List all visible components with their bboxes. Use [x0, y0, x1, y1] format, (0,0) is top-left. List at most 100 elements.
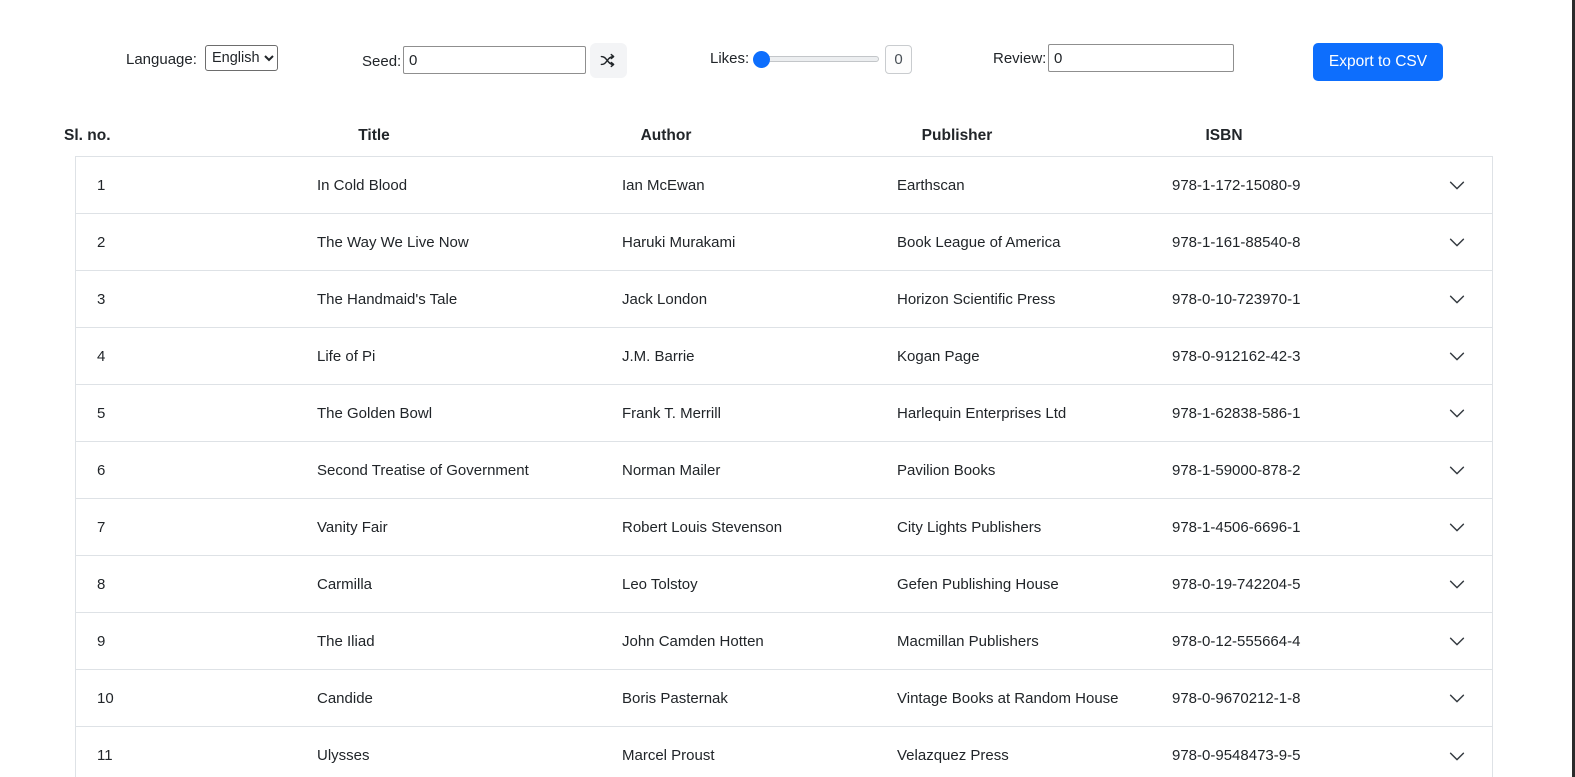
expand-row-button[interactable]	[1421, 385, 1492, 441]
chevron-down-icon	[1446, 174, 1468, 196]
expand-row-button[interactable]	[1421, 328, 1492, 384]
cell-author: Leo Tolstoy	[622, 575, 698, 593]
cell-publisher: Pavilion Books	[897, 461, 996, 479]
table-row[interactable]: 7 Vanity Fair Robert Louis Stevenson Cit…	[76, 499, 1492, 556]
slider-thumb[interactable]	[753, 51, 770, 68]
cell-publisher: City Lights Publishers	[897, 518, 1042, 536]
cell-title: Candide	[317, 689, 373, 707]
cell-author: Norman Mailer	[622, 461, 721, 479]
chevron-down-icon	[1446, 573, 1468, 595]
column-header-title: Title	[358, 127, 390, 144]
cell-publisher: Earthscan	[897, 176, 965, 194]
cell-author: Frank T. Merrill	[622, 404, 721, 422]
table-row[interactable]: 10 Candide Boris Pasternak Vintage Books…	[76, 670, 1492, 727]
table-row[interactable]: 5 The Golden Bowl Frank T. Merrill Harle…	[76, 385, 1492, 442]
cell-sl-no: 5	[97, 404, 106, 422]
cell-publisher: Velazquez Press	[897, 747, 1009, 764]
chevron-down-icon	[1446, 402, 1468, 424]
export-csv-button[interactable]: Export to CSV	[1313, 43, 1443, 81]
cell-title: Ulysses	[317, 747, 370, 764]
chevron-down-icon	[1446, 630, 1468, 652]
cell-sl-no: 3	[97, 290, 106, 308]
cell-author: Boris Pasternak	[622, 689, 728, 707]
cell-sl-no: 10	[97, 689, 114, 707]
cell-sl-no: 1	[97, 176, 106, 194]
cell-publisher: Macmillan Publishers	[897, 632, 1039, 650]
cell-isbn: 978-1-62838-586-1	[1172, 404, 1301, 422]
cell-sl-no: 2	[97, 233, 106, 251]
table-row[interactable]: 9 The Iliad John Camden Hotten Macmillan…	[76, 613, 1492, 670]
table-row[interactable]: 4 Life of Pi J.M. Barrie Kogan Page 978-…	[76, 328, 1492, 385]
expand-row-button[interactable]	[1421, 157, 1492, 213]
expand-row-button[interactable]	[1421, 556, 1492, 612]
likes-slider[interactable]	[753, 51, 879, 68]
cell-isbn: 978-1-161-88540-8	[1172, 233, 1301, 251]
cell-author: Jack London	[622, 290, 708, 308]
chevron-down-icon	[1446, 687, 1468, 709]
review-input[interactable]	[1048, 44, 1234, 72]
expand-row-button[interactable]	[1421, 271, 1492, 327]
cell-sl-no: 8	[97, 575, 106, 593]
expand-row-button[interactable]	[1421, 670, 1492, 726]
cell-sl-no: 4	[97, 347, 106, 365]
cell-isbn: 978-0-9670212-1-8	[1172, 689, 1301, 707]
expand-row-button[interactable]	[1421, 727, 1492, 777]
cell-isbn: 978-0-19-742204-5	[1172, 575, 1301, 593]
cell-title: In Cold Blood	[317, 176, 408, 194]
cell-author: John Camden Hotten	[622, 632, 764, 650]
cell-publisher: Gefen Publishing House	[897, 575, 1059, 593]
cell-title: Vanity Fair	[317, 518, 388, 536]
table-row[interactable]: 11 Ulysses Marcel Proust Velazquez Press…	[76, 727, 1492, 777]
chevron-down-icon	[1446, 459, 1468, 481]
likes-value-badge: 0	[885, 45, 912, 74]
cell-isbn: 978-1-4506-6696-1	[1172, 518, 1301, 536]
table-row[interactable]: 1 In Cold Blood Ian McEwan Earthscan 978…	[76, 157, 1492, 214]
language-select[interactable]: English	[205, 45, 278, 71]
shuffle-icon	[599, 51, 618, 70]
cell-publisher: Vintage Books at Random House	[897, 689, 1119, 707]
cell-title: Life of Pi	[317, 347, 376, 365]
cell-title: The Golden Bowl	[317, 404, 433, 422]
cell-author: Haruki Murakami	[622, 233, 736, 251]
column-header-publisher: Publisher	[921, 127, 993, 144]
cell-sl-no: 9	[97, 632, 106, 650]
seed-label: Seed:	[362, 53, 402, 70]
column-header-author: Author	[640, 127, 692, 144]
cell-title: Second Treatise of Government	[317, 461, 529, 479]
expand-row-button[interactable]	[1421, 442, 1492, 498]
shuffle-seed-button[interactable]	[590, 43, 627, 78]
books-table: 1 In Cold Blood Ian McEwan Earthscan 978…	[75, 156, 1493, 777]
cell-isbn: 978-0-912162-42-3	[1172, 347, 1301, 365]
screen-edge-strip	[1572, 0, 1575, 777]
expand-row-button[interactable]	[1421, 499, 1492, 555]
chevron-down-icon	[1446, 745, 1468, 767]
cell-title: The Way We Live Now	[317, 233, 469, 251]
table-row[interactable]: 8 Carmilla Leo Tolstoy Gefen Publishing …	[76, 556, 1492, 613]
cell-title: The Handmaid's Tale	[317, 290, 458, 308]
cell-publisher: Harlequin Enterprises Ltd	[897, 404, 1067, 422]
cell-isbn: 978-0-10-723970-1	[1172, 290, 1301, 308]
cell-sl-no: 7	[97, 518, 106, 536]
expand-row-button[interactable]	[1421, 613, 1492, 669]
language-label: Language:	[126, 51, 197, 68]
column-header-isbn: ISBN	[1205, 127, 1243, 144]
table-row[interactable]: 3 The Handmaid's Tale Jack London Horizo…	[76, 271, 1492, 328]
cell-isbn: 978-1-59000-878-2	[1172, 461, 1301, 479]
chevron-down-icon	[1446, 231, 1468, 253]
cell-publisher: Horizon Scientific Press	[897, 290, 1056, 308]
likes-label: Likes:	[710, 50, 750, 67]
chevron-down-icon	[1446, 516, 1468, 538]
expand-row-button[interactable]	[1421, 214, 1492, 270]
table-row[interactable]: 6 Second Treatise of Government Norman M…	[76, 442, 1492, 499]
cell-isbn: 978-1-172-15080-9	[1172, 176, 1301, 194]
cell-isbn: 978-0-12-555664-4	[1172, 632, 1301, 650]
seed-input[interactable]	[403, 46, 586, 74]
cell-sl-no: 11	[97, 747, 113, 764]
cell-author: Ian McEwan	[622, 176, 705, 194]
cell-isbn: 978-0-9548473-9-5	[1172, 747, 1301, 764]
cell-publisher: Kogan Page	[897, 347, 980, 365]
table-row[interactable]: 2 The Way We Live Now Haruki Murakami Bo…	[76, 214, 1492, 271]
column-header-sl-no: Sl. no.	[64, 127, 111, 144]
slider-track	[755, 56, 879, 62]
